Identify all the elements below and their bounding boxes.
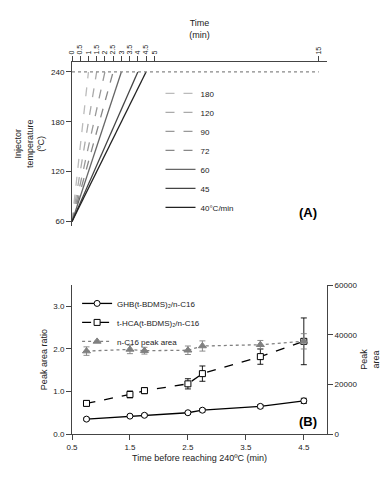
svg-text:40°C/min: 40°C/min (201, 204, 234, 213)
svg-text:60: 60 (55, 217, 64, 226)
svg-text:Time before reaching 240ºC (mi: Time before reaching 240ºC (min) (132, 453, 267, 463)
svg-text:0: 0 (68, 51, 75, 55)
svg-text:20000: 20000 (335, 380, 358, 389)
svg-text:3: 3 (118, 51, 125, 55)
svg-text:2.5: 2.5 (182, 443, 194, 452)
svg-text:2.0: 2.0 (53, 345, 65, 354)
svg-text:60000: 60000 (335, 281, 358, 290)
svg-text:3.5: 3.5 (126, 45, 133, 55)
svg-text:2: 2 (101, 51, 108, 55)
svg-text:72: 72 (201, 147, 210, 156)
svg-text:1.0: 1.0 (53, 387, 65, 396)
svg-text:120: 120 (51, 167, 65, 176)
svg-text:15: 15 (315, 47, 322, 55)
svg-text:0.0: 0.0 (53, 430, 65, 439)
svg-text:1.5: 1.5 (93, 45, 100, 55)
svg-text:120: 120 (201, 109, 215, 118)
svg-text:45: 45 (201, 185, 210, 194)
svg-text:0.5: 0.5 (77, 45, 84, 55)
svg-text:(B): (B) (299, 414, 317, 429)
svg-text:GHB(t-BDMS)₂/n-C16: GHB(t-BDMS)₂/n-C16 (117, 300, 195, 309)
svg-text:1.5: 1.5 (124, 443, 136, 452)
svg-text:4.5: 4.5 (142, 45, 149, 55)
svg-text:5: 5 (151, 51, 158, 55)
svg-text:4.5: 4.5 (298, 443, 310, 452)
svg-text:(A): (A) (299, 205, 317, 220)
svg-text:Peakarea: Peakarea (359, 349, 381, 370)
svg-text:n-C16 peak area: n-C16 peak area (117, 338, 177, 347)
svg-text:1: 1 (85, 51, 92, 55)
svg-text:Time(min): Time(min) (189, 18, 210, 40)
svg-text:40000: 40000 (335, 331, 358, 340)
svg-text:0: 0 (335, 430, 340, 439)
svg-text:60: 60 (201, 166, 210, 175)
svg-text:Peak area ratio: Peak area ratio (39, 329, 49, 390)
svg-text:0.5: 0.5 (66, 443, 78, 452)
svg-text:Injectortemperature(ºC): Injectortemperature(ºC) (13, 120, 46, 169)
svg-text:90: 90 (201, 128, 210, 137)
svg-text:3.0: 3.0 (53, 302, 65, 311)
svg-text:t-HCA(t-BDMS)₂/n-C16: t-HCA(t-BDMS)₂/n-C16 (117, 319, 200, 328)
svg-text:180: 180 (51, 118, 65, 127)
svg-text:2.5: 2.5 (109, 45, 116, 55)
svg-text:4: 4 (134, 51, 141, 55)
svg-text:3.5: 3.5 (240, 443, 252, 452)
svg-text:240: 240 (51, 68, 65, 77)
svg-text:180: 180 (201, 90, 215, 99)
